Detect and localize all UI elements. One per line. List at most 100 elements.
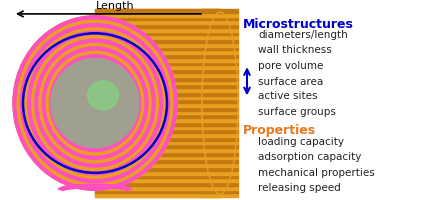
Ellipse shape <box>24 28 166 178</box>
Ellipse shape <box>35 39 155 167</box>
Bar <box>202 126 238 129</box>
Bar <box>95 107 220 111</box>
Ellipse shape <box>13 16 177 190</box>
Bar <box>95 9 220 13</box>
Bar <box>202 28 238 32</box>
Bar <box>95 182 220 186</box>
Bar <box>95 69 220 73</box>
Ellipse shape <box>20 24 170 183</box>
Bar <box>202 81 238 84</box>
Text: Length: Length <box>96 1 135 11</box>
Bar <box>202 13 238 17</box>
Bar <box>95 190 220 193</box>
Ellipse shape <box>49 55 141 152</box>
Bar <box>202 103 238 107</box>
Bar <box>202 62 238 65</box>
Bar <box>202 190 238 193</box>
Bar <box>95 62 220 65</box>
Bar <box>95 118 220 122</box>
Bar <box>202 122 238 126</box>
Text: Properties: Properties <box>243 124 316 137</box>
Text: pore volume: pore volume <box>258 61 323 71</box>
Bar <box>202 32 238 35</box>
Bar <box>95 13 220 17</box>
Bar <box>202 77 238 81</box>
Bar <box>95 111 220 114</box>
Bar <box>95 193 220 197</box>
Bar <box>95 141 220 144</box>
Bar <box>202 167 238 171</box>
Bar <box>95 152 220 156</box>
Ellipse shape <box>28 31 162 175</box>
Bar <box>202 156 238 159</box>
Bar <box>95 50 220 54</box>
Text: Inner
Diameter: Inner Diameter <box>71 124 119 144</box>
Bar <box>202 137 238 141</box>
Bar <box>202 24 238 28</box>
Text: Outer
Diameter: Outer Diameter <box>54 74 102 93</box>
Bar <box>95 159 220 163</box>
Bar <box>95 81 220 84</box>
Bar <box>95 137 220 141</box>
Text: wall thickness: wall thickness <box>258 45 332 55</box>
Text: releasing speed: releasing speed <box>258 183 341 193</box>
Bar <box>202 111 238 114</box>
Ellipse shape <box>39 43 151 163</box>
Bar <box>202 148 238 152</box>
Bar <box>95 129 220 133</box>
Bar <box>202 159 238 163</box>
Bar <box>95 171 220 175</box>
Bar <box>202 178 238 182</box>
Bar <box>95 92 220 96</box>
Bar <box>95 58 220 62</box>
Ellipse shape <box>46 51 144 155</box>
Bar <box>95 35 220 39</box>
Ellipse shape <box>42 47 148 159</box>
Bar <box>95 77 220 81</box>
Bar <box>202 47 238 50</box>
Ellipse shape <box>202 12 238 194</box>
Bar <box>95 163 220 167</box>
Bar <box>202 43 238 47</box>
Bar <box>95 54 220 58</box>
Ellipse shape <box>54 59 136 147</box>
Bar <box>202 54 238 58</box>
Ellipse shape <box>17 20 173 186</box>
Ellipse shape <box>88 81 119 110</box>
Ellipse shape <box>13 16 177 190</box>
Text: diameters/length: diameters/length <box>258 30 348 40</box>
Bar <box>202 107 238 111</box>
Bar <box>95 144 220 148</box>
Bar <box>202 50 238 54</box>
Bar <box>95 133 220 137</box>
Text: surface groups: surface groups <box>258 107 336 117</box>
Bar <box>202 58 238 62</box>
Bar <box>95 122 220 126</box>
Text: active sites: active sites <box>258 91 317 101</box>
Bar <box>95 20 220 24</box>
Bar <box>95 148 220 152</box>
Ellipse shape <box>32 36 159 170</box>
Text: mechanical properties: mechanical properties <box>258 168 375 178</box>
Bar <box>95 65 220 69</box>
Bar <box>95 9 220 197</box>
Bar <box>202 9 238 13</box>
Bar <box>202 152 238 156</box>
Bar <box>95 28 220 32</box>
Bar <box>202 17 238 20</box>
Bar <box>95 99 220 103</box>
Text: loading capacity: loading capacity <box>258 137 344 147</box>
Bar <box>95 17 220 20</box>
Bar <box>202 182 238 186</box>
Bar <box>95 186 220 190</box>
Bar <box>95 84 220 88</box>
Bar <box>202 84 238 88</box>
Bar <box>202 99 238 103</box>
Bar <box>95 178 220 182</box>
Bar <box>202 133 238 137</box>
Ellipse shape <box>51 58 139 148</box>
Bar <box>202 92 238 96</box>
Bar <box>202 141 238 144</box>
Text: Microstructures: Microstructures <box>243 18 354 31</box>
Bar <box>202 186 238 190</box>
